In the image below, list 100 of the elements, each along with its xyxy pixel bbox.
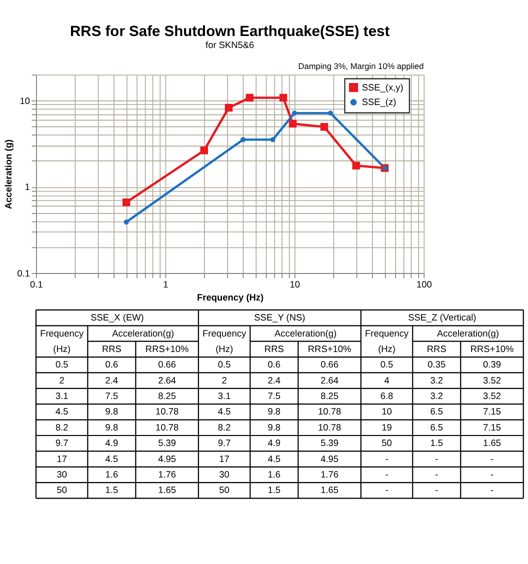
text: RRS xyxy=(264,344,284,354)
text: 4.5 xyxy=(218,406,231,417)
text: 4.5 xyxy=(55,406,68,417)
text: 1.65 xyxy=(320,485,339,496)
text: 8.25 xyxy=(320,391,339,402)
text: 1.5 xyxy=(268,485,281,496)
text: Frequency xyxy=(40,328,84,338)
text: (Hz) xyxy=(216,344,234,354)
text: 6.5 xyxy=(430,422,444,432)
y-tick-label: 0.1 xyxy=(17,268,30,278)
text: 1.65 xyxy=(483,438,501,448)
text: 5.39 xyxy=(320,438,339,448)
text: 0.66 xyxy=(320,360,339,370)
text: 4.9 xyxy=(105,438,118,448)
legend-label: SSE_(x,y) xyxy=(362,82,404,92)
text: 4.9 xyxy=(268,438,281,448)
text: 0.5 xyxy=(380,360,394,370)
text: RRS xyxy=(426,344,446,354)
text: 4.5 xyxy=(105,454,118,464)
x-tick-label: 1 xyxy=(163,279,168,290)
text: 0.35 xyxy=(428,360,446,370)
text: (Hz) xyxy=(53,344,71,354)
text: 10.78 xyxy=(318,406,342,417)
text: - xyxy=(435,485,438,496)
text: 1.76 xyxy=(158,470,176,480)
text: 9.8 xyxy=(268,422,281,432)
text: 7.5 xyxy=(268,391,281,402)
text: RRS+10% xyxy=(470,344,514,354)
text: 6.5 xyxy=(430,406,444,417)
x-tick-label: 0.1 xyxy=(30,279,43,290)
text: 3.2 xyxy=(430,375,444,386)
text: 0.66 xyxy=(158,360,176,370)
text: 1.6 xyxy=(105,470,118,480)
text: 3.52 xyxy=(483,375,501,386)
text: 1.65 xyxy=(158,485,176,496)
text: Acceleration(g) xyxy=(437,328,499,338)
text: 8.25 xyxy=(158,391,176,402)
text: 2.64 xyxy=(320,375,339,386)
text: 0.6 xyxy=(105,360,118,370)
text: 9.8 xyxy=(268,406,281,417)
text: Acceleration(g) xyxy=(112,328,174,338)
x-tick-label: 100 xyxy=(416,279,432,290)
text: - xyxy=(490,470,494,480)
text: 4 xyxy=(384,375,390,386)
legend-label: SSE_(z) xyxy=(362,97,396,108)
x-tick-label: 10 xyxy=(290,279,300,290)
y-axis-title: Acceleration (g) xyxy=(4,139,14,210)
chart-title: RRS for Safe Shutdown Earthquake(SSE) test xyxy=(70,24,390,40)
text: - xyxy=(385,485,388,496)
text: 1.6 xyxy=(268,470,281,480)
text: 17 xyxy=(219,454,230,464)
text: - xyxy=(385,470,388,480)
y-tick-label: 1 xyxy=(24,182,30,192)
text: 1.76 xyxy=(320,470,339,480)
text: 50 xyxy=(219,485,230,496)
text: 7.5 xyxy=(105,391,118,402)
text: 17 xyxy=(56,454,67,464)
text: 4.5 xyxy=(268,454,281,464)
text: 4.95 xyxy=(320,454,339,464)
text: 10.78 xyxy=(156,406,179,417)
text: Acceleration(g) xyxy=(274,328,337,338)
text: SSE_Z (Vertical) xyxy=(408,312,476,323)
text: 4.95 xyxy=(158,454,176,464)
x-axis-title: Frequency (Hz) xyxy=(197,292,264,302)
text: 1.5 xyxy=(430,438,444,448)
text: 0.6 xyxy=(268,360,281,370)
text: 30 xyxy=(219,470,230,480)
text: - xyxy=(435,454,438,464)
text: 9.8 xyxy=(105,406,118,417)
text: Damping 3%, Margin 10% applied xyxy=(298,61,424,72)
text: 10.78 xyxy=(156,422,179,432)
text: SSE_Y (NS) xyxy=(254,312,306,323)
text: Frequency xyxy=(364,328,409,338)
text: - xyxy=(490,454,494,464)
text: 8.2 xyxy=(55,422,68,432)
text: 2 xyxy=(222,375,227,386)
text: 10 xyxy=(382,406,392,417)
text: 3.2 xyxy=(430,391,444,402)
text: 50 xyxy=(56,485,67,496)
text: 0.5 xyxy=(55,360,68,370)
chart-subtitle: for SKN5&6 xyxy=(206,40,254,50)
text: - xyxy=(435,470,438,480)
text: (Hz) xyxy=(378,344,396,354)
text: Frequency xyxy=(202,328,246,338)
text: 10.78 xyxy=(318,422,342,432)
text: 0.5 xyxy=(218,360,231,370)
text: 9.8 xyxy=(105,422,118,432)
text: 3.1 xyxy=(55,391,68,402)
text: 3.1 xyxy=(218,391,231,402)
text: 9.7 xyxy=(55,438,68,448)
text: 2.4 xyxy=(105,375,118,386)
text: 50 xyxy=(382,438,392,448)
text: 6.8 xyxy=(380,391,394,402)
text: RRS+10% xyxy=(308,344,352,354)
text: 19 xyxy=(382,422,392,432)
text: - xyxy=(490,485,494,496)
text: 30 xyxy=(56,470,67,480)
text: 2.4 xyxy=(268,375,281,386)
text: RRS xyxy=(102,344,122,354)
text: 3.52 xyxy=(483,391,501,402)
